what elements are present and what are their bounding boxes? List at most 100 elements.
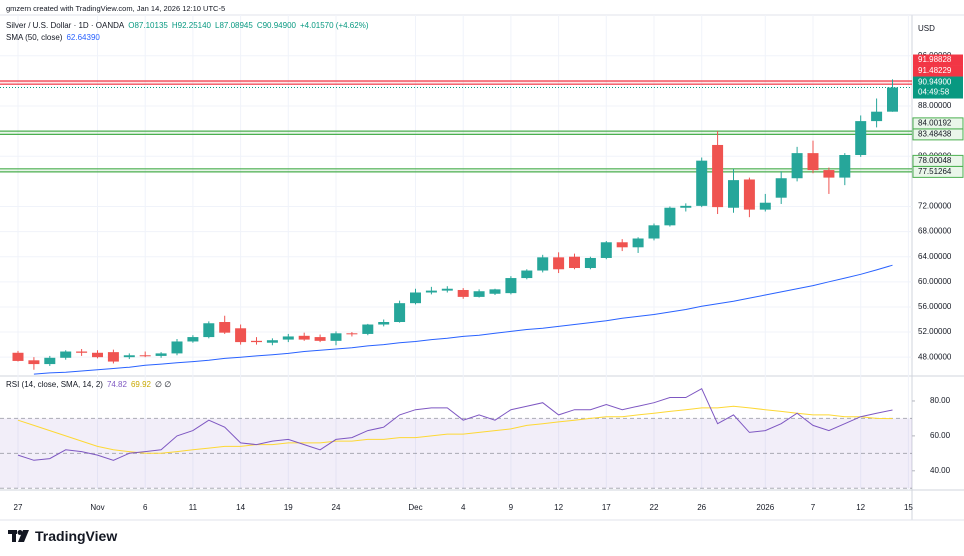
- y-tick-label: 48.00000: [918, 352, 952, 361]
- x-tick-label: 6: [143, 503, 148, 512]
- candle-body: [266, 340, 278, 343]
- candle-body: [521, 270, 533, 279]
- sma-value: 62.64390: [66, 33, 100, 42]
- rsi-value: 74.82: [106, 380, 127, 389]
- sma-legend: SMA (50, close) 62.64390: [6, 33, 104, 42]
- candle-body: [410, 292, 421, 304]
- candle-body: [76, 351, 88, 353]
- candle-body: [600, 242, 612, 258]
- candle-body: [855, 121, 867, 156]
- x-tick-label: 7: [811, 503, 816, 512]
- rsi-sma-value: 69.92: [130, 380, 151, 389]
- candle-body: [712, 144, 724, 208]
- x-tick-label: 22: [650, 503, 659, 512]
- candle-body: [378, 322, 390, 325]
- candle-body: [28, 360, 40, 365]
- ohlc: O87.10135: [128, 21, 168, 30]
- countdown: 04:49:58: [918, 88, 950, 97]
- x-tick-label: 12: [856, 503, 865, 512]
- logo[interactable]: TradingView: [8, 528, 117, 544]
- y-tick-label: 60.00000: [918, 277, 952, 286]
- candle-body: [871, 111, 883, 122]
- candle-body: [839, 155, 851, 178]
- candle-body: [235, 328, 247, 343]
- ohlc: C90.94900: [256, 21, 296, 30]
- y-tick-label: 72.00000: [918, 202, 952, 211]
- candle-body: [171, 341, 183, 354]
- y-tick-label: 40.00: [930, 466, 951, 475]
- candle-body: [887, 87, 898, 112]
- credit: gmzern created with TradingView.com, Jan…: [6, 4, 226, 13]
- x-tick-label: 4: [461, 503, 466, 512]
- candle-body: [632, 238, 644, 248]
- x-tick-label: 17: [602, 503, 611, 512]
- candle-body: [123, 355, 135, 358]
- y-tick-label: 80.00: [930, 396, 951, 405]
- candle-body: [298, 335, 310, 340]
- y-tick-label: 52.00000: [918, 327, 952, 336]
- candle-body: [823, 170, 835, 178]
- candle-body: [314, 337, 326, 341]
- level-zone: [0, 80, 912, 85]
- level-label: 78.00048: [918, 156, 952, 165]
- x-tick-label: Nov: [90, 503, 104, 512]
- x-tick-label: Dec: [408, 503, 422, 512]
- y-tick-label: 88.00000: [918, 101, 952, 110]
- rsi-sma-line: [17, 405, 893, 454]
- candle-body: [44, 357, 56, 365]
- ohlc: H92.25140: [171, 21, 211, 30]
- symbol: Silver / U.S. Dollar · 1D · OANDA: [6, 21, 125, 30]
- candle-body: [139, 355, 151, 357]
- level-badge: [913, 65, 963, 77]
- candle-body: [60, 351, 72, 358]
- rsi-legend: RSI (14, close, SMA, 14, 2) 74.82 69.92 ∅ ∅: [6, 380, 175, 389]
- x-tick-label: 14: [236, 503, 245, 512]
- candle-body: [282, 336, 294, 340]
- candle-body: [457, 289, 469, 297]
- candle-body: [505, 278, 517, 294]
- candle-body: [203, 323, 215, 338]
- y-tick-label: 60.00: [930, 431, 951, 440]
- level-zone: [0, 131, 912, 135]
- candle-body: [759, 202, 771, 210]
- x-tick-label: 12: [554, 503, 563, 512]
- candle-body: [584, 257, 596, 269]
- candle-body: [569, 256, 580, 269]
- candle-body: [92, 352, 103, 358]
- change: +4.01570 (+4.62%): [299, 21, 369, 30]
- candle-body: [12, 352, 24, 361]
- candle-body: [648, 225, 660, 239]
- candle-body: [743, 179, 755, 210]
- rsi-name: RSI (14, close, SMA, 14, 2): [6, 380, 103, 389]
- logo-icon: [8, 530, 29, 542]
- x-tick-label: 24: [332, 503, 341, 512]
- level-label: 84.00192: [918, 118, 952, 127]
- x-tick-label: 26: [697, 503, 706, 512]
- x-tick-label: 19: [284, 503, 293, 512]
- candle-body: [807, 153, 819, 171]
- candle-body: [425, 290, 437, 293]
- candle-body: [155, 353, 167, 356]
- x-tick-label: 2026: [756, 503, 774, 512]
- sma-name: SMA (50, close): [6, 33, 63, 42]
- candle-body: [537, 257, 549, 271]
- candle-body: [616, 242, 628, 248]
- ohlc: L87.08945: [215, 21, 253, 30]
- rsi-line: [17, 388, 893, 461]
- y-tick-label: 56.00000: [918, 302, 952, 311]
- candle-body: [441, 288, 453, 291]
- y-tick-label: 64.00000: [918, 252, 952, 261]
- level-badge: [912, 117, 964, 130]
- candle-body: [489, 289, 501, 294]
- last-price-label: 90.94900: [918, 78, 952, 87]
- y-tick-label: 68.00000: [918, 227, 952, 236]
- candle-body: [346, 333, 358, 335]
- candle-body: [791, 153, 803, 179]
- last-price-badge: [913, 76, 963, 99]
- candle-body: [362, 324, 374, 334]
- candle-body: [473, 291, 485, 297]
- x-tick-label: 27: [14, 503, 23, 512]
- candle-body: [664, 207, 676, 226]
- candle-body: [187, 337, 199, 342]
- rsi-tail: ∅ ∅: [155, 380, 172, 389]
